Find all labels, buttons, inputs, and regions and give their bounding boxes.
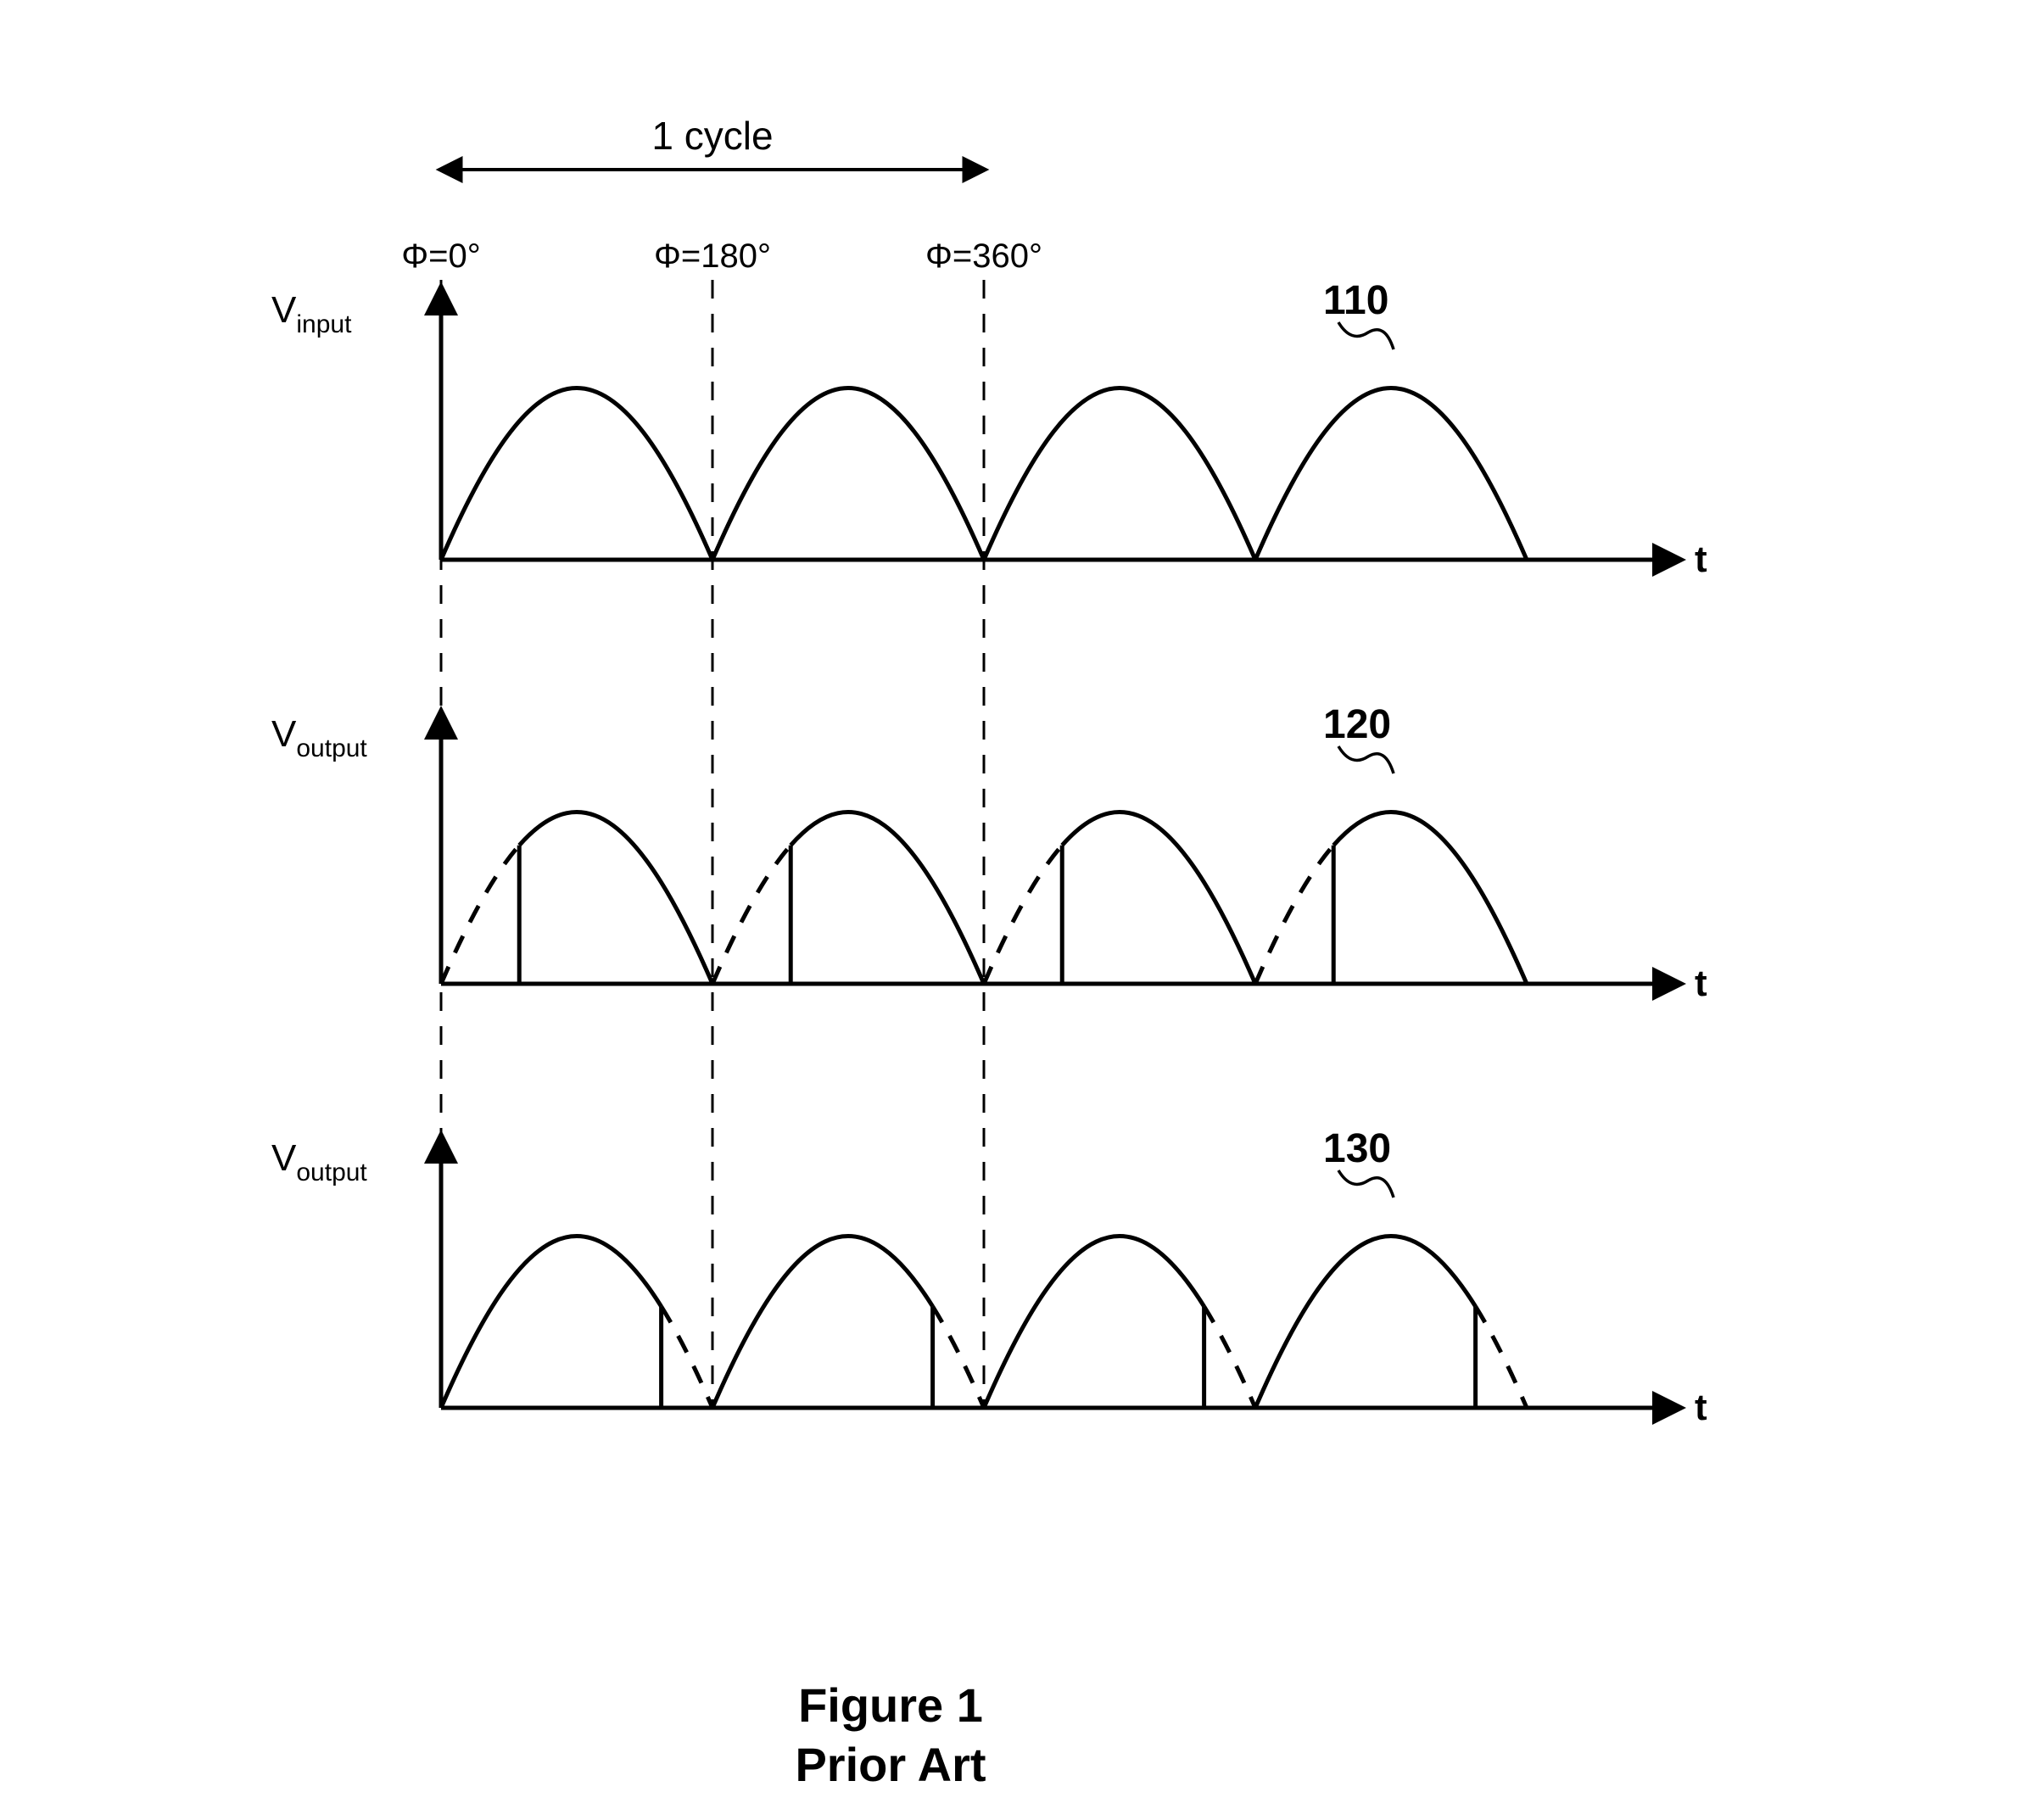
waveform-120-solid <box>1062 812 1255 985</box>
waveform-130-solid <box>984 1237 1204 1409</box>
cycle-label: 1 cycle <box>651 114 773 158</box>
waveform-130-solid <box>712 1237 933 1409</box>
waveform-130-solid <box>1255 1237 1476 1409</box>
ref-leader <box>1338 746 1394 773</box>
y-axis-label: Vinput <box>271 289 352 338</box>
figure-svg: 1 cycle Φ=0° Φ=180° Φ=360° t Vinput 110 t Voutpu… <box>0 0 2028 1820</box>
waveform-120-dashed <box>441 846 519 984</box>
figure-caption-line2: Prior Art <box>795 1738 986 1791</box>
waveform-110 <box>441 388 712 561</box>
ref-120: 120 <box>1323 702 1391 747</box>
y-axis-label: Voutput <box>271 713 367 762</box>
waveform-110 <box>712 388 984 561</box>
waveform-130-dashed <box>1204 1306 1255 1408</box>
waveform-130-solid <box>441 1237 662 1409</box>
phase-label: Φ=180° <box>654 237 771 275</box>
waveform-130-dashed <box>662 1306 712 1408</box>
y-axis-label: Voutput <box>271 1137 367 1186</box>
waveform-110 <box>1255 388 1527 561</box>
time-axis-label: t <box>1695 539 1707 580</box>
phase-label: Φ=360° <box>925 237 1042 275</box>
time-axis-label: t <box>1695 1387 1707 1428</box>
waveform-130-dashed <box>933 1306 984 1408</box>
waveform-120-solid <box>1333 812 1527 985</box>
waveform-110 <box>984 388 1255 561</box>
ref-leader <box>1338 322 1394 349</box>
waveform-120-dashed <box>1255 846 1333 984</box>
waveform-120-solid <box>791 812 984 985</box>
ref-130: 130 <box>1323 1126 1391 1171</box>
ref-110: 110 <box>1323 278 1388 323</box>
waveform-120-solid <box>519 812 712 985</box>
figure-caption-line1: Figure 1 <box>798 1678 983 1732</box>
ref-leader <box>1338 1170 1394 1198</box>
waveform-130-dashed <box>1476 1306 1527 1408</box>
phase-label: Φ=0° <box>401 237 481 275</box>
waveform-120-dashed <box>712 846 791 984</box>
waveform-120-dashed <box>984 846 1062 984</box>
time-axis-label: t <box>1695 963 1707 1004</box>
